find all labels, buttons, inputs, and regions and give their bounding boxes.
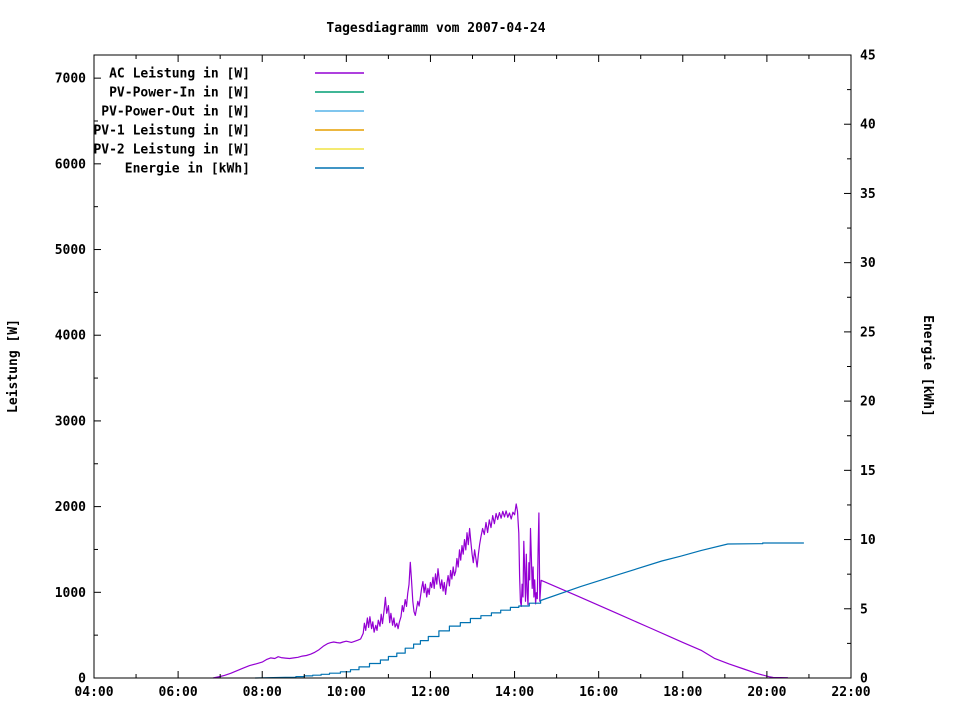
axis-tick-labels: 04:00 06:00 08:00 10:00 12:00 14:00 16:00 18:00… (55, 49, 876, 701)
y-tick-label: 1000 (55, 586, 86, 601)
x-tick-label: 12:00 (411, 685, 450, 700)
y2-tick-label: 20 (860, 395, 876, 410)
y2-tick-label: 0 (860, 672, 868, 687)
y-tick-label: 4000 (55, 329, 86, 344)
y-tick-label: 6000 (55, 157, 86, 172)
series-ac-leistung-in-w (212, 503, 788, 679)
y-tick-label: 0 (78, 672, 86, 687)
legend-label: PV-2 Leistung in [W] (93, 143, 250, 158)
x-tick-label: 16:00 (579, 685, 618, 700)
x-tick-label: 18:00 (663, 685, 702, 700)
y-tick-label: 7000 (55, 72, 86, 87)
y2-tick-label: 15 (860, 464, 876, 479)
chart-title: Tagesdiagramm vom 2007-04-24 (326, 21, 545, 36)
legend-label: PV-Power-In in [W] (109, 86, 250, 101)
y-tick-label: 5000 (55, 243, 86, 258)
series-lines (212, 503, 804, 679)
x-tick-label: 08:00 (243, 685, 282, 700)
y2-tick-label: 35 (860, 187, 876, 202)
legend-label: PV-Power-Out in [W] (101, 105, 250, 120)
y-tick-label: 3000 (55, 414, 86, 429)
legend-label: Energie in [kWh] (125, 162, 250, 177)
y2-tick-label: 10 (860, 533, 876, 548)
chart-legend: AC Leistung in [W] PV-Power-In in [W] PV-P… (93, 67, 364, 177)
y2-tick-label: 40 (860, 118, 876, 133)
y-tick-label: 2000 (55, 500, 86, 515)
legend-label: PV-1 Leistung in [W] (93, 124, 250, 139)
x-tick-label: 04:00 (74, 685, 113, 700)
series-energie-in-kwh (255, 542, 804, 679)
y-left-axis-label: Leistung [W] (6, 319, 21, 413)
y2-tick-label: 5 (860, 602, 868, 617)
x-tick-label: 10:00 (327, 685, 366, 700)
x-tick-label: 22:00 (831, 685, 870, 700)
y2-tick-label: 25 (860, 325, 876, 340)
y-right-axis-label: Energie [kWh] (920, 315, 935, 417)
y2-tick-label: 45 (860, 49, 876, 64)
x-tick-label: 20:00 (747, 685, 786, 700)
plot-border (93, 54, 852, 679)
y2-tick-label: 30 (860, 256, 876, 271)
x-tick-label: 14:00 (495, 685, 534, 700)
x-tick-label: 06:00 (159, 685, 198, 700)
legend-label: AC Leistung in [W] (109, 67, 250, 82)
